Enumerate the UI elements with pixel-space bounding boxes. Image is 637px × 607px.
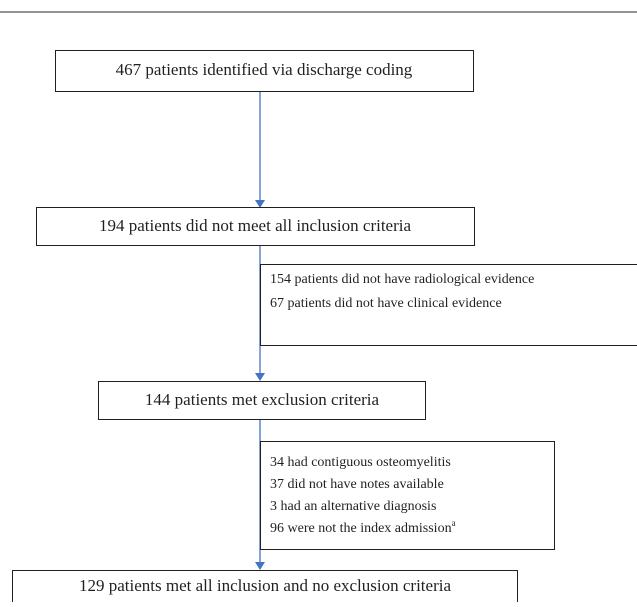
- arrow-head: [255, 373, 265, 381]
- note-line: 67 patients did not have clinical eviden…: [270, 296, 502, 311]
- note-text: 96 were not the index admission: [270, 521, 452, 536]
- step-label: 144 patients met exclusion criteria: [145, 390, 380, 409]
- note-line: 154 patients did not have radiological e…: [270, 272, 534, 287]
- note-line: 34 had contiguous osteomyelitis: [270, 455, 451, 470]
- step-label: 467 patients identified via discharge co…: [116, 60, 413, 79]
- note-line: 37 did not have notes available: [270, 477, 444, 492]
- step-label: 129 patients met all inclusion and no ex…: [79, 576, 451, 595]
- note-line: 3 had an alternative diagnosis: [270, 499, 436, 514]
- arrow-head: [255, 562, 265, 570]
- note-line: 96 were not the index admissiona: [270, 518, 456, 536]
- arrow-head: [255, 200, 265, 208]
- footnote-marker: a: [452, 518, 456, 528]
- step-label: 194 patients did not meet all inclusion …: [99, 216, 412, 235]
